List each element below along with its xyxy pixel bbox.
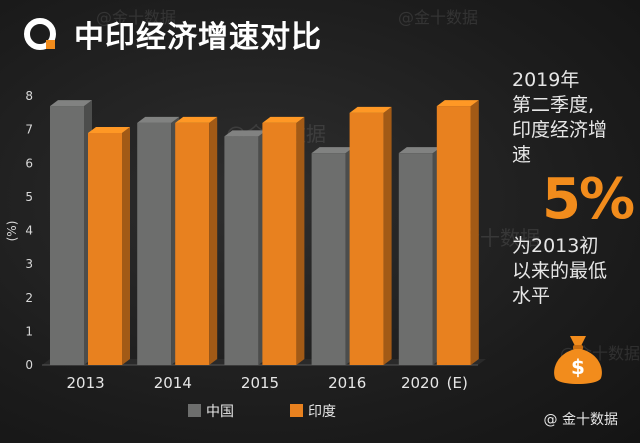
bar-china (137, 122, 172, 366)
bar-top (88, 126, 130, 133)
bar-india (175, 122, 210, 366)
y-tick-label: 6 (25, 156, 33, 170)
x-tick-label: 2020 (E) (401, 374, 468, 392)
brand-logo-icon (22, 16, 58, 52)
bar-china (50, 106, 84, 366)
bar-top (50, 100, 92, 107)
legend-label: 印度 (308, 404, 336, 420)
annotation-text: 为2013初 (512, 235, 599, 257)
bar-side (122, 126, 130, 365)
bar-side (470, 100, 479, 366)
bar-china (398, 153, 433, 365)
annotation-panel: 2019年 第二季度, 印度经济增 速 5% 为2013初 以来的最低 水平 (512, 68, 635, 309)
annotation-text: 2019年 (512, 69, 580, 91)
bar-top (137, 116, 180, 123)
chart-title: 中印经济增速对比 (74, 20, 322, 55)
bar-top (398, 147, 441, 154)
watermark: @金十数据 (398, 8, 479, 27)
annotation-text: 第二季度, (512, 94, 595, 116)
y-tick-label: 1 (25, 324, 33, 338)
money-bag-icon: $ (548, 330, 608, 388)
bar-top (349, 106, 392, 113)
bar-india (88, 132, 122, 365)
bar-side (383, 106, 392, 365)
bar-india (262, 122, 297, 366)
x-tick-label: 2015 (241, 374, 279, 392)
bar-china (224, 136, 259, 365)
annotation-text: 印度经济增 (512, 119, 608, 141)
bar-top (175, 116, 218, 123)
bar-china (311, 153, 346, 365)
y-tick-label: 8 (25, 89, 33, 103)
legend-swatch-india (290, 404, 303, 417)
bar-india (349, 112, 384, 365)
x-tick-label: 2016 (328, 374, 366, 392)
y-tick-label: 5 (25, 190, 33, 204)
watermark: @金十数据 (96, 8, 177, 27)
y-tick-label: 7 (25, 123, 33, 137)
bar-top (224, 130, 267, 137)
source-credit: @ 金十数据 (543, 412, 618, 428)
x-tick-label: 2014 (154, 374, 192, 392)
y-tick-label: 2 (25, 291, 33, 305)
annotation-text: 速 (512, 144, 532, 166)
annotation-text: 以来的最低 (512, 260, 608, 282)
bar-top (311, 147, 354, 154)
bar-top (262, 116, 305, 123)
bar-top (436, 100, 479, 107)
x-tick-label: 2013 (67, 374, 105, 392)
bar-side (296, 116, 305, 366)
y-tick-label: 4 (25, 224, 33, 238)
bar-side (209, 116, 218, 366)
y-axis-label: (%) (5, 221, 19, 242)
growth-highlight: 5% (542, 167, 635, 232)
annotation-text: 水平 (512, 285, 551, 307)
header: 中印经济增速对比 (22, 12, 322, 56)
bar-india (436, 106, 471, 366)
svg-text:$: $ (571, 355, 585, 379)
y-tick-label: 0 (25, 358, 33, 372)
legend-label: 中国 (206, 404, 234, 420)
legend-swatch-china (188, 404, 201, 417)
y-tick-label: 3 (25, 257, 33, 271)
